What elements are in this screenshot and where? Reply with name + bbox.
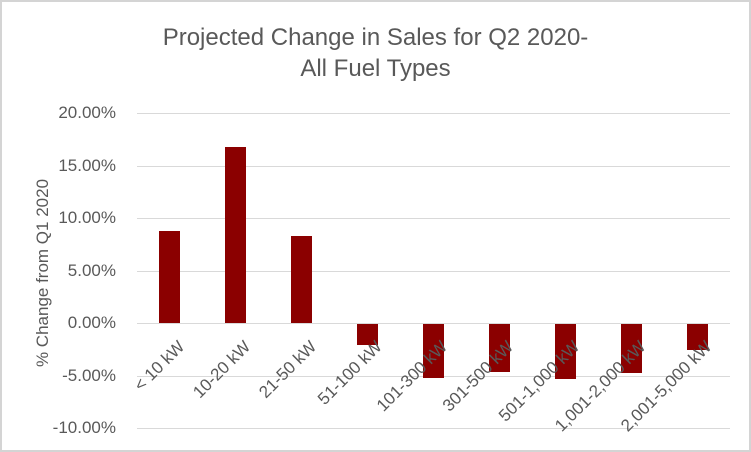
bar — [159, 230, 181, 323]
y-tick-label: 0.00% — [67, 313, 116, 332]
y-tick-label: -10.00% — [52, 418, 116, 437]
gridline — [137, 428, 730, 429]
gridline — [137, 113, 730, 114]
bar — [488, 324, 510, 373]
plot-area — [137, 113, 730, 429]
y-tick-label: 20.00% — [58, 103, 116, 122]
chart-title-line1: Projected Change in Sales for Q2 2020- — [162, 24, 589, 51]
gridline — [137, 218, 730, 219]
bar — [225, 146, 247, 323]
chart-title-line2: All Fuel Types — [300, 55, 451, 82]
y-tick-label: 10.00% — [58, 208, 116, 227]
bar — [357, 324, 379, 345]
y-tick-label: 5.00% — [67, 260, 116, 280]
bar — [554, 324, 576, 379]
gridline — [137, 165, 730, 167]
y-tick-label: 15.00% — [58, 155, 116, 175]
bar — [423, 324, 445, 378]
gridline — [137, 323, 730, 324]
bar — [686, 324, 708, 351]
bar — [291, 235, 313, 323]
y-tick-label: -5.00% — [62, 365, 116, 385]
bar — [620, 324, 642, 374]
gridline — [137, 270, 730, 272]
chart-title: Projected Change in Sales for Q2 2020- A… — [2, 22, 749, 84]
